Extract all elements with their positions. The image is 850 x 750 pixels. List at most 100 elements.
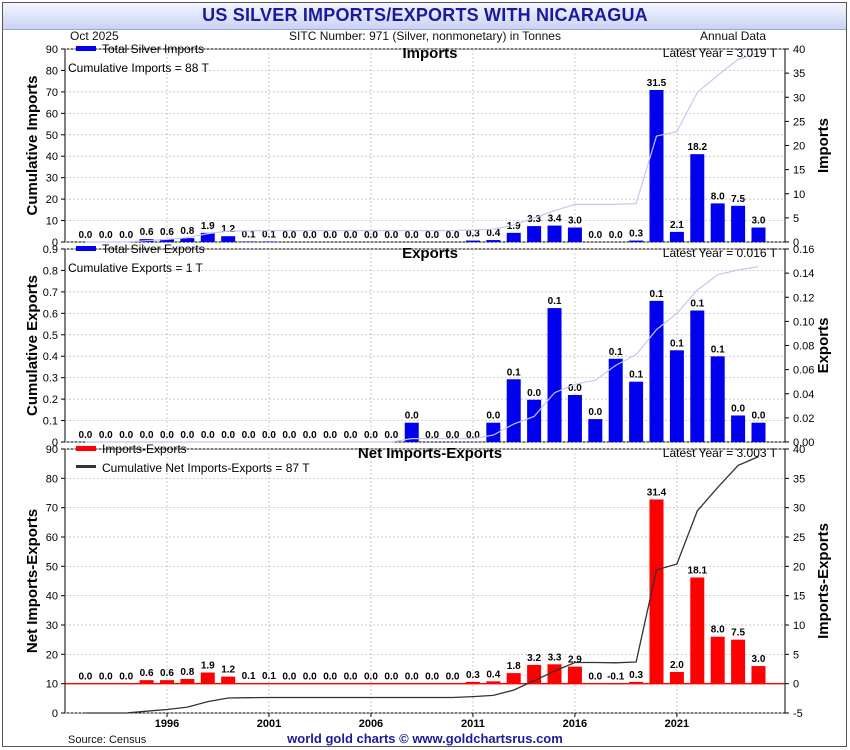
panel-1-bar-label: 0.0 xyxy=(303,230,317,241)
panel-1-plot-area xyxy=(64,48,786,243)
panel-3-bar-label: 0.8 xyxy=(180,667,194,678)
panel-3-legend-label: Imports-Exports xyxy=(102,442,187,456)
panel-2-bar-label: 0.0 xyxy=(160,430,174,441)
header-date: Oct 2025 xyxy=(70,29,119,43)
panel-2-left-tick-label: 0.5 xyxy=(43,330,58,342)
panel-3-right-tick-label: 15 xyxy=(793,591,805,603)
panel-3-bar-label: 1.2 xyxy=(221,665,235,676)
panel-3-bar xyxy=(649,499,664,684)
panel-3-legend-swatch xyxy=(76,446,96,451)
panel-3-right-tick-label: 10 xyxy=(793,620,805,632)
panel-3-bar xyxy=(690,577,705,684)
panel-1-bar-label: 0.0 xyxy=(119,230,133,241)
panel-2-bar-label: 0.0 xyxy=(466,430,480,441)
panel-1-bar-label: 3.4 xyxy=(548,214,562,225)
panel-1-bar xyxy=(710,203,725,242)
panel-2-right-tick-label: 0.06 xyxy=(793,365,814,377)
panel-1-left-tick-label: 10 xyxy=(46,216,58,228)
panel-1-bar xyxy=(751,227,766,242)
panel-2-left-tick-label: 0.3 xyxy=(43,373,58,385)
panel-2-right-tick-label: 0.08 xyxy=(793,341,814,353)
footer-credit: world gold charts © www.goldchartsrus.co… xyxy=(287,731,563,746)
panel-3-bar-label: 0.0 xyxy=(384,672,398,683)
panel-1-bar-label: 0.0 xyxy=(425,230,439,241)
panel-1-bar-label: 0.1 xyxy=(262,230,276,241)
panel-1-bar xyxy=(527,226,542,242)
panel-1-right-tick-label: 35 xyxy=(793,68,805,80)
panel-3-bar xyxy=(159,680,174,684)
panel-3-right-tick-label: 5 xyxy=(793,649,799,661)
panel-2-bar-label: 0.0 xyxy=(446,430,460,441)
panel-1-bar xyxy=(649,90,664,242)
panel-3-right-tick-label: 20 xyxy=(793,561,805,573)
panel-1-left-tick-label: 80 xyxy=(46,65,58,77)
panel-1-bar xyxy=(567,227,582,242)
panel-3-bar-label: 3.0 xyxy=(752,654,766,665)
panel-2-right-tick-label: 0.16 xyxy=(793,244,814,256)
panel-3-bar xyxy=(751,666,766,684)
panel-3-left-tick-label: 20 xyxy=(46,649,58,661)
panel-1-bar xyxy=(731,205,746,242)
panel-3-bar-label: 1.8 xyxy=(507,661,521,672)
panel-2-bar xyxy=(731,415,746,442)
panel-3-bar-label: 0.0 xyxy=(119,672,133,683)
panel-2-bar-label: 0.0 xyxy=(99,430,113,441)
panel-3-left-tick-label: 10 xyxy=(46,679,58,691)
panel-2-left-tick-label: 0.9 xyxy=(43,244,58,256)
panel-3-bar xyxy=(465,681,480,684)
panel-2-bar xyxy=(527,399,542,442)
panel-2-bar-label: 0.0 xyxy=(527,388,541,399)
panel-2-bar-label: 0.0 xyxy=(384,430,398,441)
panel-2-bar-label: 0.1 xyxy=(711,344,725,355)
panel-1-legend-label-cumulative: Cumulative Imports = 88 T xyxy=(68,61,210,75)
panel-1-bar-label: 1.9 xyxy=(507,221,521,232)
panel-1-left-tick-label: 60 xyxy=(46,108,58,120)
panel-3-bar-label: 0.0 xyxy=(303,672,317,683)
panel-3-bar-label: 3.2 xyxy=(527,653,541,664)
panel-2-bar xyxy=(506,379,521,442)
panel-2-bar xyxy=(690,310,705,442)
panel-2-bar-label: 0.1 xyxy=(629,370,643,381)
panel-2-bar-label: 0.0 xyxy=(201,430,215,441)
panel-1-legend-swatch xyxy=(76,46,96,51)
header-frequency: Annual Data xyxy=(700,29,767,43)
panel-2-cumulative-line xyxy=(85,266,759,443)
panel-3-bar-label: 0.1 xyxy=(242,671,256,682)
panel-1-right-tick-label: 10 xyxy=(793,189,805,201)
panel-2-bar xyxy=(547,308,562,442)
panel-1-bar-label: 31.5 xyxy=(647,78,667,89)
panel-3-bar xyxy=(180,678,195,684)
panel-3-bar-label: 0.0 xyxy=(364,672,378,683)
x-axis-tick-label: 2006 xyxy=(359,718,383,730)
panel-3-bar xyxy=(629,681,644,684)
panel-1-bar-label: 0.0 xyxy=(364,230,378,241)
panel-2-bar-label: 0.0 xyxy=(752,411,766,422)
panel-1-left-tick-label: 30 xyxy=(46,173,58,185)
panel-1-right-tick-label: 15 xyxy=(793,165,805,177)
panel-1-bar-label: 1.9 xyxy=(201,221,215,232)
panel-2-bar-label: 0.0 xyxy=(486,411,500,422)
footer-source: Source: Census xyxy=(68,734,147,746)
panel-1-left-tick-label: 90 xyxy=(46,44,58,56)
panel-1-bar xyxy=(200,232,215,242)
panel-3-bar xyxy=(261,683,276,684)
panel-3-bar-label: 31.4 xyxy=(647,487,667,498)
panel-3-legend-swatch-line xyxy=(76,465,96,468)
panel-2-bar-label: 0.1 xyxy=(690,299,704,310)
panel-1-bar-label: 1.2 xyxy=(221,224,235,235)
panel-2-legend-label-cumulative: Cumulative Exports = 1 T xyxy=(68,261,204,275)
panel-1-bar-label: 18.2 xyxy=(688,142,708,153)
panel-1-bar-label: 0.4 xyxy=(486,228,500,239)
panel-3-bar xyxy=(200,672,215,684)
panel-3-bar xyxy=(241,683,256,684)
panel-3-right-tick-label: 40 xyxy=(793,444,805,456)
panel-2-legend-label: Total Silver Exports xyxy=(102,242,205,256)
panel-3-bar-label: 0.0 xyxy=(323,672,337,683)
panel-3-bar-label: 0.0 xyxy=(282,672,296,683)
panel-1-bar-label: 0.0 xyxy=(609,230,623,241)
x-axis-tick-label: 2001 xyxy=(257,718,281,730)
panel-1-bar-label: 0.0 xyxy=(344,230,358,241)
panel-1-title: Imports xyxy=(402,45,457,62)
panel-1-bar-label: 0.0 xyxy=(323,230,337,241)
panel-2-bar xyxy=(649,300,664,442)
